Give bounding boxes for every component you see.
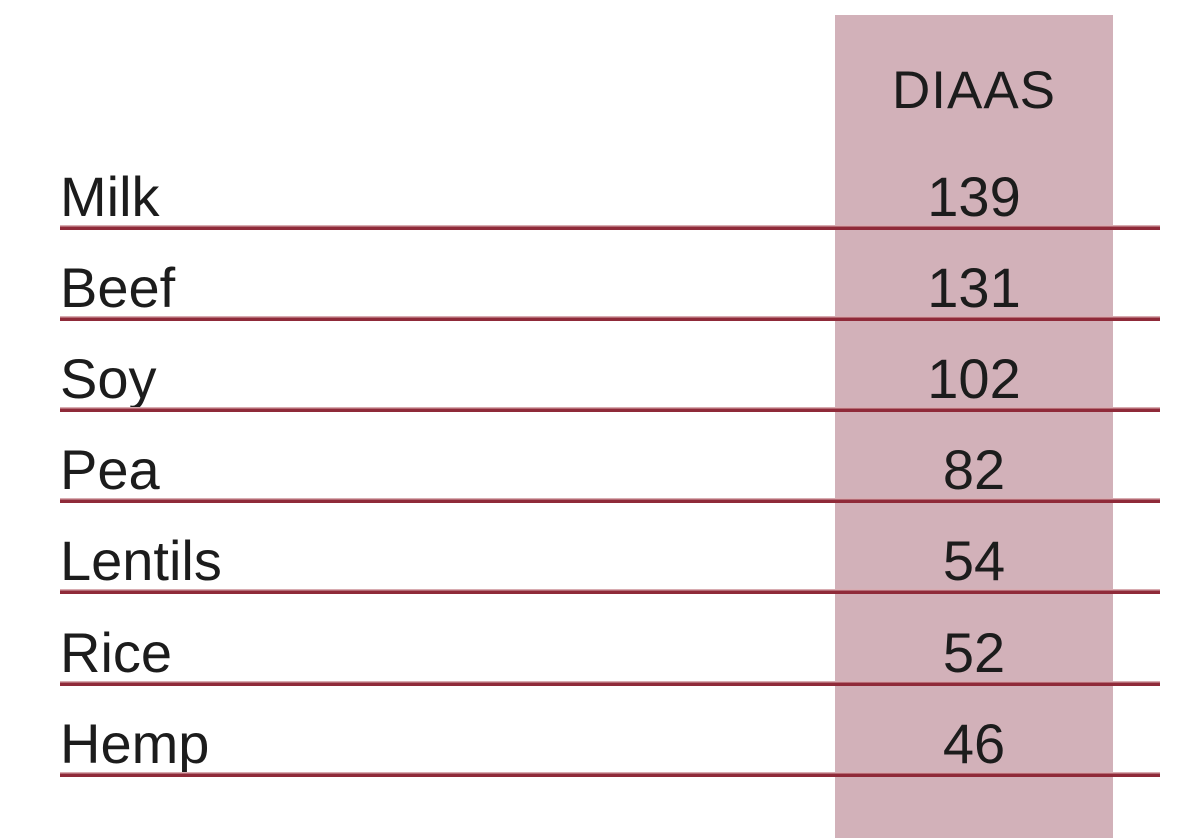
- row-divider: [60, 771, 1160, 777]
- row-divider: [60, 316, 1160, 322]
- row-label: Rice: [60, 620, 173, 684]
- table-row: Soy 102: [60, 321, 1160, 413]
- diaas-column-highlight: [835, 15, 1113, 838]
- table-row: Rice 52: [60, 594, 1160, 686]
- column-header-diaas: DIAAS: [891, 61, 1057, 120]
- row-value: 46: [942, 711, 1006, 775]
- table-row: Milk 139: [60, 139, 1160, 231]
- table-row: Pea 82: [60, 412, 1160, 504]
- protein-table: Milk 139 Beef 131 Soy 102 Pea 82 Lentils…: [60, 139, 1160, 777]
- row-divider: [60, 498, 1160, 504]
- row-value: 52: [942, 620, 1006, 684]
- row-value: 102: [927, 347, 1021, 411]
- row-value: 139: [927, 165, 1021, 229]
- row-divider: [60, 407, 1160, 413]
- row-divider: [60, 589, 1160, 595]
- row-divider: [60, 225, 1160, 231]
- row-label: Milk: [60, 165, 160, 229]
- row-label: Hemp: [60, 711, 210, 775]
- row-label: Pea: [60, 438, 160, 502]
- row-value: 54: [942, 529, 1006, 593]
- row-value: 131: [927, 256, 1021, 320]
- table-row: Beef 131: [60, 230, 1160, 322]
- table-row: Hemp 46: [60, 686, 1160, 777]
- table-row: Lentils 54: [60, 503, 1160, 595]
- row-label: Lentils: [60, 529, 222, 593]
- row-label: Beef: [60, 256, 176, 320]
- row-divider: [60, 680, 1160, 686]
- row-label: Soy: [60, 347, 157, 411]
- row-value: 82: [942, 438, 1006, 502]
